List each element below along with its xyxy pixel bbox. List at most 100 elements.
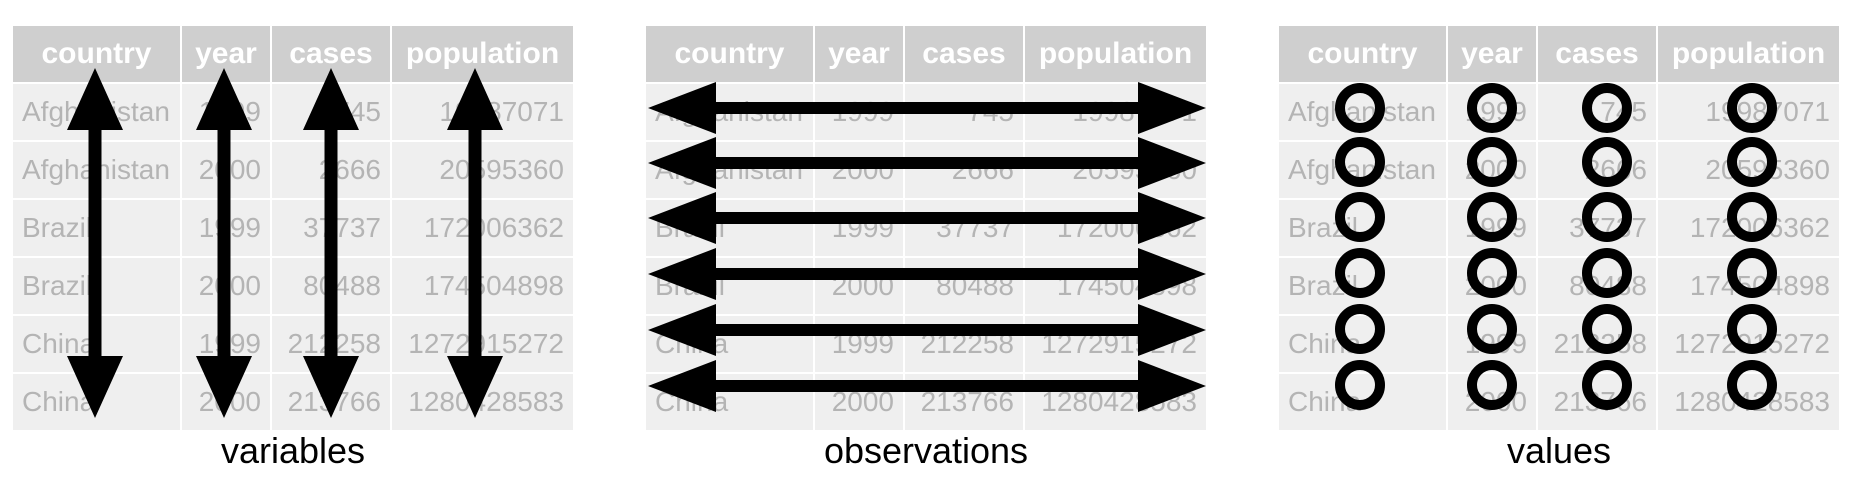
column-header-country: country: [13, 26, 181, 83]
cell-cases: 2666: [1536, 140, 1657, 199]
cell-cases: 80488: [1536, 256, 1657, 315]
variables-caption: variables: [220, 430, 366, 471]
cell-cases: 80488: [270, 256, 391, 315]
cell-population: 172006362: [1656, 198, 1839, 257]
table-row: Afghanistan 2000 2666 20595360: [1279, 140, 1839, 199]
cell-cases: 212258: [1536, 314, 1657, 373]
column-header-country: country: [1279, 26, 1447, 83]
table-row: Brazil 1999 37737 172006362: [1279, 198, 1839, 257]
column-header-population: population: [390, 26, 573, 83]
cell-year: 1999: [813, 82, 904, 141]
column-header-year: year: [813, 26, 904, 83]
table-row: China 1999 212258 1272915272: [646, 314, 1206, 373]
cell-country: Afghanistan: [646, 82, 814, 141]
cell-country: China: [646, 372, 814, 430]
column-header-cases: cases: [903, 26, 1024, 83]
cell-population: 20595360: [390, 140, 573, 199]
cell-cases: 213766: [1536, 372, 1657, 430]
cell-year: 1999: [813, 198, 904, 257]
cell-population: 19987071: [1023, 82, 1206, 141]
cell-year: 2000: [813, 140, 904, 199]
cell-population: 1272915272: [1023, 314, 1206, 373]
cell-population: 19987071: [390, 82, 573, 141]
cell-year: 2000: [180, 372, 271, 430]
column-header-population: population: [1656, 26, 1839, 83]
table-row: China 2000 213766 1280428583: [13, 372, 573, 430]
cell-cases: 213766: [270, 372, 391, 430]
variables-panel: country year cases population Afghanistan 199…: [13, 26, 573, 430]
table-row: Brazil 2000 80488 174504898: [13, 256, 573, 315]
cell-population: 1272915272: [390, 314, 573, 373]
column-header-population: population: [1023, 26, 1206, 83]
cell-cases: 2666: [270, 140, 391, 199]
cell-population: 1280428583: [1656, 372, 1839, 430]
cell-cases: 745: [903, 82, 1024, 141]
cell-country: China: [1279, 314, 1447, 373]
cell-population: 174504898: [390, 256, 573, 315]
cell-country: China: [646, 314, 814, 373]
cell-year: 1999: [180, 198, 271, 257]
cell-year: 1999: [180, 82, 271, 141]
cell-cases: 213766: [903, 372, 1024, 430]
cell-year: 2000: [180, 256, 271, 315]
table-row: Afghanistan 1999 745 19987071: [1279, 82, 1839, 141]
cell-population: 172006362: [1023, 198, 1206, 257]
cell-year: 2000: [813, 256, 904, 315]
cell-country: Brazil: [646, 198, 814, 257]
table-row: China 1999 212258 1272915272: [13, 314, 573, 373]
table-row: Brazil 2000 80488 174504898: [646, 256, 1206, 315]
cell-population: 20595360: [1023, 140, 1206, 199]
cell-cases: 212258: [270, 314, 391, 373]
cell-year: 2000: [1446, 372, 1537, 430]
header-row: country year cases population: [13, 26, 573, 83]
cell-population: 174504898: [1023, 256, 1206, 315]
values-panel: country year cases population Afghanistan 199…: [1279, 26, 1839, 430]
table-row: Afghanistan 1999 745 19987071: [13, 82, 573, 141]
cell-population: 174504898: [1656, 256, 1839, 315]
cell-cases: 37737: [903, 198, 1024, 257]
cell-cases: 37737: [270, 198, 391, 257]
cell-population: 172006362: [390, 198, 573, 257]
cell-country: Brazil: [646, 256, 814, 315]
data-table: country year cases population Afghanistan 199…: [13, 26, 573, 430]
cell-country: Brazil: [13, 256, 181, 315]
cell-year: 1999: [813, 314, 904, 373]
table-row: Afghanistan 2000 2666 20595360: [13, 140, 573, 199]
cell-country: Afghanistan: [13, 140, 181, 199]
cell-population: 20595360: [1656, 140, 1839, 199]
header-row: country year cases population: [1279, 26, 1839, 83]
cell-country: Afghanistan: [646, 140, 814, 199]
cell-country: China: [1279, 372, 1447, 430]
cell-cases: 80488: [903, 256, 1024, 315]
data-table: country year cases population Afghanistan 199…: [1279, 26, 1839, 430]
cell-country: Brazil: [1279, 256, 1447, 315]
observations-panel: country year cases population Afghanistan 199…: [646, 26, 1206, 430]
table-row: China 1999 212258 1272915272: [1279, 314, 1839, 373]
cell-cases: 212258: [903, 314, 1024, 373]
cell-country: China: [13, 314, 181, 373]
cell-population: 1280428583: [1023, 372, 1206, 430]
observations-caption: observations: [823, 430, 1029, 471]
table-row: China 2000 213766 1280428583: [1279, 372, 1839, 430]
column-header-year: year: [1446, 26, 1537, 83]
table-row: China 2000 213766 1280428583: [646, 372, 1206, 430]
cell-year: 2000: [1446, 140, 1537, 199]
column-header-country: country: [646, 26, 814, 83]
cell-population: 1272915272: [1656, 314, 1839, 373]
cell-year: 2000: [180, 140, 271, 199]
header-row: country year cases population: [646, 26, 1206, 83]
cell-cases: 37737: [1536, 198, 1657, 257]
table-row: Afghanistan 2000 2666 20595360: [646, 140, 1206, 199]
cell-year: 1999: [1446, 314, 1537, 373]
column-header-year: year: [180, 26, 271, 83]
cell-cases: 745: [270, 82, 391, 141]
table-row: Afghanistan 1999 745 19987071: [646, 82, 1206, 141]
cell-year: 1999: [1446, 198, 1537, 257]
cell-country: Brazil: [13, 198, 181, 257]
cell-population: 1280428583: [390, 372, 573, 430]
cell-country: Afghanistan: [1279, 140, 1447, 199]
table-row: Brazil 2000 80488 174504898: [1279, 256, 1839, 315]
cell-country: Afghanistan: [1279, 82, 1447, 141]
cell-year: 2000: [1446, 256, 1537, 315]
cell-country: Afghanistan: [13, 82, 181, 141]
